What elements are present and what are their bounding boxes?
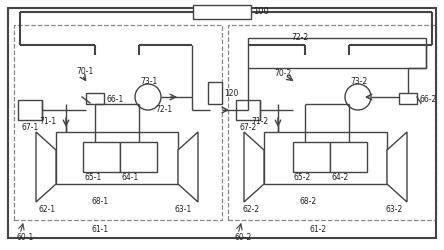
Text: 60-1: 60-1 xyxy=(16,232,33,241)
Polygon shape xyxy=(178,132,198,202)
Bar xyxy=(330,142,367,172)
Text: 71-1: 71-1 xyxy=(39,118,56,126)
Bar xyxy=(18,100,42,120)
Text: 62-1: 62-1 xyxy=(38,206,55,214)
Text: 73-2: 73-2 xyxy=(350,78,367,86)
Text: 66-2: 66-2 xyxy=(419,94,436,104)
Bar xyxy=(248,38,426,68)
Text: 73-1: 73-1 xyxy=(140,78,157,86)
Bar xyxy=(193,5,251,19)
Text: 60-2: 60-2 xyxy=(234,232,251,241)
Bar xyxy=(86,93,104,104)
Text: 61-2: 61-2 xyxy=(309,226,327,234)
Bar xyxy=(293,142,330,172)
Polygon shape xyxy=(36,132,56,202)
Text: 72-1: 72-1 xyxy=(155,104,172,114)
Text: 65-1: 65-1 xyxy=(84,174,101,182)
Bar xyxy=(264,132,387,184)
Text: 64-1: 64-1 xyxy=(121,174,138,182)
Bar xyxy=(236,100,260,120)
Circle shape xyxy=(135,84,161,110)
Text: 67-2: 67-2 xyxy=(239,124,257,132)
Text: 63-1: 63-1 xyxy=(174,206,191,214)
Polygon shape xyxy=(387,132,407,202)
Bar xyxy=(208,82,222,104)
Text: 66-1: 66-1 xyxy=(106,94,123,104)
Text: 120: 120 xyxy=(224,88,238,98)
Text: 72-2: 72-2 xyxy=(291,34,309,42)
Circle shape xyxy=(345,84,371,110)
Text: 63-2: 63-2 xyxy=(385,206,402,214)
Text: 68-1: 68-1 xyxy=(91,198,109,206)
Text: 68-2: 68-2 xyxy=(299,198,317,206)
Text: 71-2: 71-2 xyxy=(251,118,268,126)
Polygon shape xyxy=(244,132,264,202)
Bar xyxy=(399,93,417,104)
Text: 61-1: 61-1 xyxy=(91,226,109,234)
Bar xyxy=(56,132,178,184)
Text: 100: 100 xyxy=(253,8,269,16)
Bar xyxy=(83,142,120,172)
Text: 70-2: 70-2 xyxy=(274,70,291,78)
Text: 70-1: 70-1 xyxy=(76,68,93,76)
Text: 62-2: 62-2 xyxy=(242,206,259,214)
Bar xyxy=(120,142,157,172)
Text: 67-1: 67-1 xyxy=(21,124,39,132)
Text: 65-2: 65-2 xyxy=(294,174,311,182)
Text: 64-2: 64-2 xyxy=(331,174,348,182)
